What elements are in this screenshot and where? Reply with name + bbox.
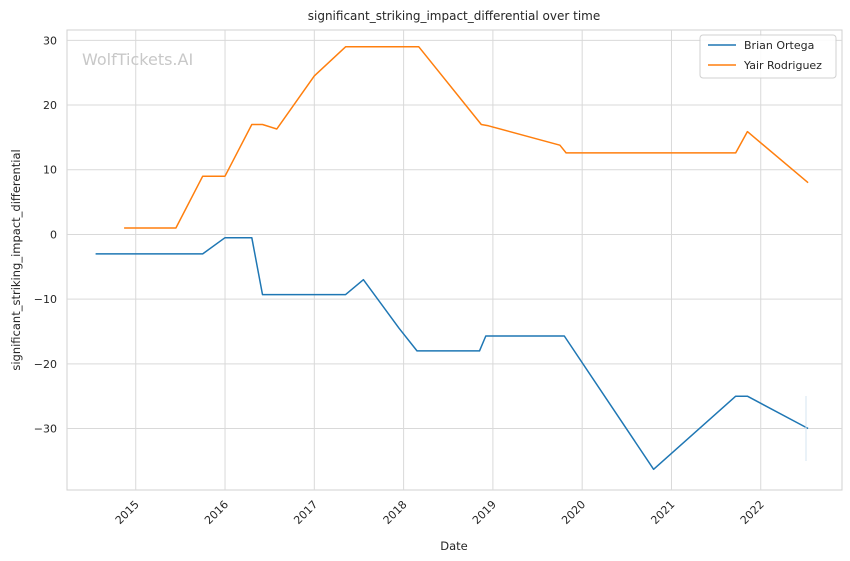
- chart-title: significant_striking_impact_differential…: [308, 9, 600, 23]
- x-tick-label: 2021: [648, 498, 677, 527]
- series-line-brian-ortega: [95, 236, 809, 471]
- y-tick-label: 0: [50, 228, 57, 241]
- legend: Brian Ortega Yair Rodriguez: [699, 34, 837, 79]
- plot-area: [66, 29, 843, 491]
- y-tick-label: −20: [34, 358, 57, 371]
- x-tick-label: 2019: [470, 498, 499, 527]
- y-tick-label: 10: [43, 164, 57, 177]
- x-axis-label: Date: [440, 539, 468, 553]
- y-tick-label: 30: [43, 34, 57, 47]
- x-tick-labels: 2015 2016 2017 2018 2019 2020 2021 2022: [113, 498, 767, 527]
- y-tick-labels: 30 20 10 0 −10 −20 −30: [34, 34, 57, 435]
- x-tick-label: 2015: [113, 498, 142, 527]
- x-tick-label: 2016: [202, 498, 231, 527]
- y-tick-label: −10: [34, 293, 57, 306]
- y-tick-label: 20: [43, 99, 57, 112]
- watermark: WolfTickets.AI: [82, 50, 193, 69]
- x-tick-label: 2017: [291, 498, 320, 527]
- legend-label-yair-rodriguez: Yair Rodriguez: [743, 59, 822, 72]
- x-tick-label: 2020: [559, 498, 588, 527]
- series-line-yair-rodriguez: [124, 46, 809, 229]
- y-tick-label: −30: [34, 423, 57, 436]
- y-axis-label: significant_striking_impact_differential: [9, 149, 23, 370]
- series-lines: [95, 46, 809, 471]
- legend-label-brian-ortega: Brian Ortega: [744, 39, 814, 52]
- grid-lines: [67, 30, 842, 490]
- x-tick-label: 2022: [738, 498, 767, 527]
- x-tick-label: 2018: [381, 498, 410, 527]
